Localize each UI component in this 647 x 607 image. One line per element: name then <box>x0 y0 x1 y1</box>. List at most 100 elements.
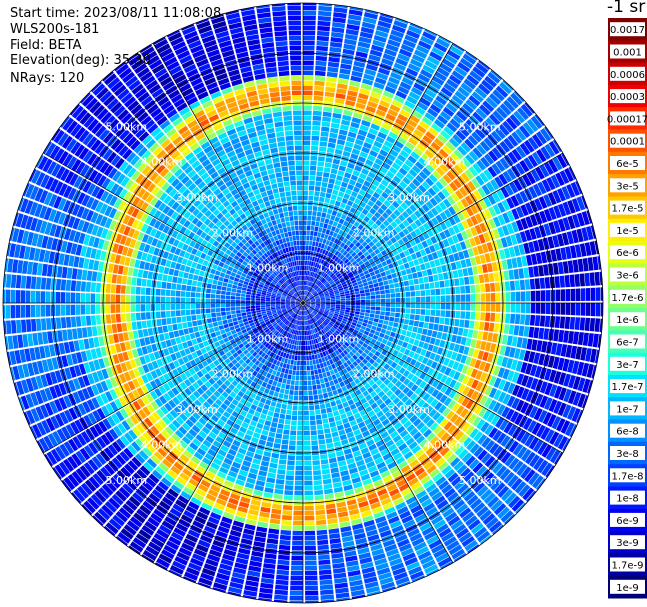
ppi-cell <box>337 318 342 322</box>
ppi-cell <box>472 246 479 256</box>
ppi-cell <box>442 58 456 69</box>
ppi-cell <box>521 255 528 267</box>
ppi-cell <box>333 287 338 291</box>
ppi-cell <box>402 275 408 281</box>
ppi-cell <box>362 515 374 523</box>
ppi-cell <box>504 281 511 291</box>
ppi-cell <box>330 304 336 307</box>
ppi-cell <box>305 291 308 296</box>
ppi-cell <box>527 420 537 433</box>
ppi-cell <box>511 148 523 161</box>
ppi-cell <box>442 174 452 184</box>
ppi-cell <box>415 308 421 315</box>
ppi-cell <box>402 104 413 114</box>
ppi-cell <box>314 226 319 232</box>
ppi-cell <box>340 225 347 231</box>
ppi-cell <box>304 460 312 466</box>
ppi-cell <box>320 243 325 249</box>
ppi-cell <box>193 451 204 461</box>
ppi-cell <box>253 489 263 497</box>
ppi-cell <box>279 539 291 546</box>
ppi-cell <box>231 342 238 348</box>
ppi-cell <box>63 441 74 455</box>
ppi-cell <box>572 214 581 228</box>
ppi-cell <box>238 447 247 455</box>
ppi-cell <box>370 348 377 354</box>
ppi-cell <box>54 399 63 412</box>
ppi-cell <box>405 303 411 308</box>
ppi-cell <box>249 392 257 399</box>
ppi-cell <box>273 493 283 500</box>
ppi-cell <box>83 414 93 427</box>
ppi-cell <box>231 380 239 387</box>
ppi-cell <box>477 187 487 198</box>
ppi-cell <box>457 394 466 404</box>
ppi-cell <box>348 236 355 242</box>
ppi-cell <box>395 57 408 67</box>
ppi-cell <box>156 557 170 569</box>
ppi-cell <box>570 303 576 316</box>
ppi-cell <box>347 329 353 334</box>
ppi-cell <box>579 317 586 331</box>
ppi-cell <box>314 186 321 192</box>
ppi-cell <box>355 308 361 312</box>
ppi-cell <box>316 268 320 274</box>
ppi-cell <box>367 247 374 254</box>
ppi-cell <box>321 286 326 291</box>
ppi-cell <box>183 510 195 520</box>
ppi-cell <box>475 107 488 120</box>
ppi-cell <box>313 480 323 486</box>
ppi-cell <box>291 334 295 340</box>
ppi-cell <box>409 427 419 437</box>
ppi-cell <box>576 196 586 211</box>
ppi-cell <box>323 333 328 339</box>
ppi-cell <box>490 179 500 191</box>
ppi-cell <box>359 290 365 294</box>
ppi-cell <box>417 453 428 462</box>
ppi-cell <box>220 375 227 383</box>
ppi-cell <box>387 374 395 381</box>
ppi-cell <box>303 40 315 46</box>
ppi-cell <box>223 347 230 354</box>
ppi-cell <box>192 520 205 530</box>
ppi-cell <box>387 108 399 117</box>
ppi-cell <box>470 204 479 215</box>
ppi-cell <box>390 430 399 439</box>
ppi-cell <box>230 493 241 501</box>
ppi-cell <box>413 278 419 285</box>
ppi-cell <box>334 216 340 223</box>
ppi-cell <box>299 385 303 391</box>
ppi-cell <box>164 402 173 412</box>
ppi-cell <box>169 565 184 575</box>
ppi-cell <box>262 315 268 319</box>
ppi-cell <box>386 232 394 239</box>
ppi-cell <box>318 373 324 379</box>
ppi-cell <box>307 345 311 351</box>
ppi-cell <box>314 308 319 312</box>
ppi-cell <box>339 235 345 242</box>
ppi-cell <box>413 418 422 427</box>
ppi-cell <box>149 380 158 390</box>
ppi-cell <box>316 519 327 526</box>
ppi-cell <box>235 479 245 487</box>
ppi-cell <box>297 420 303 426</box>
ppi-cell <box>195 434 205 443</box>
ppi-cell <box>332 325 338 330</box>
ppi-cell <box>528 186 538 199</box>
ppi-cell <box>266 477 276 484</box>
ppi-cell <box>325 326 330 331</box>
ppi-cell <box>282 336 286 341</box>
ppi-cell <box>584 272 590 287</box>
ppi-cell <box>530 303 536 314</box>
ppi-cell <box>537 459 549 474</box>
ppi-cell <box>311 289 315 294</box>
ppi-cell <box>379 231 386 238</box>
ppi-cell <box>207 553 221 563</box>
ppi-cell <box>158 385 167 395</box>
ppi-cell <box>330 297 336 300</box>
ppi-cell <box>318 358 323 364</box>
ppi-cell <box>424 530 437 541</box>
ppi-cell <box>360 397 367 405</box>
ppi-cell <box>333 378 339 385</box>
ppi-cell <box>269 357 275 364</box>
